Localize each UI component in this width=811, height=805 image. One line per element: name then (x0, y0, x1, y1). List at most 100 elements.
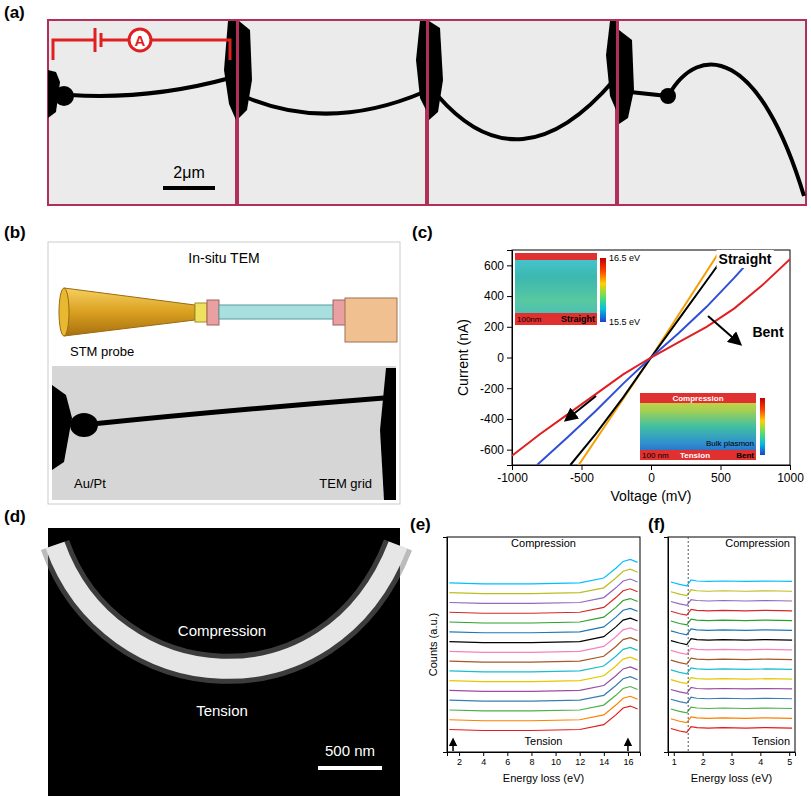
title: In-situ TEM (188, 250, 259, 266)
y-tick-mark (507, 388, 512, 389)
annotation: Bent (752, 324, 783, 340)
series-line (671, 697, 792, 703)
nanowire (630, 64, 804, 196)
y-tick-label: -200 (480, 382, 504, 396)
x-tick: -500 (570, 465, 594, 485)
electrode (606, 21, 616, 110)
annotation: Tension (525, 735, 563, 747)
y-tick: 0 (497, 351, 512, 365)
panel-b: (b)In-situ TEMSTM probeAu/PtTEM grid (4, 223, 400, 504)
panel-label: (a) (4, 3, 25, 22)
y-axis-title: Counts (a.u.) (427, 613, 439, 677)
nanowire (219, 305, 337, 319)
panel-d: (d)CompressionTension500 nm (4, 507, 400, 796)
x-tick-mark (789, 752, 790, 756)
y-tick-label: -400 (480, 412, 504, 426)
x-tick: 4 (758, 752, 763, 767)
panel-label: (b) (4, 223, 26, 242)
y-tick-label: 200 (484, 320, 504, 334)
image-frame (238, 20, 426, 205)
x-tick-mark (531, 752, 532, 756)
chart-e: (e)246810121416Energy loss (eV)Counts (a… (410, 515, 641, 784)
x-axis-title: Voltage (mV) (611, 488, 692, 504)
electrode (380, 368, 396, 500)
y-axis-line (664, 538, 669, 753)
y-tick-label: -600 (480, 443, 504, 457)
x-tick: 2 (701, 752, 706, 767)
grid-block (345, 298, 397, 342)
x-tick-mark (459, 752, 460, 756)
energy-arrow (450, 739, 456, 751)
annotation: Straight (719, 251, 772, 267)
plot-frame (512, 250, 790, 465)
x-tick: 1000 (777, 465, 804, 485)
x-axis-title: Energy loss (eV) (503, 772, 584, 784)
electrode (239, 21, 252, 118)
x-tick-mark (674, 752, 675, 756)
electrode (416, 21, 426, 110)
series-line (671, 688, 792, 694)
y-tick: 600 (484, 259, 512, 273)
grid-label: TEM grid (319, 476, 372, 491)
x-tick-label: 2 (457, 757, 462, 767)
nanowire (248, 92, 424, 114)
x-tick-label: 0 (648, 471, 655, 485)
x-tick: 6 (505, 752, 510, 767)
x-axis-title: Energy loss (eV) (691, 772, 772, 784)
y-tick-label: 0 (497, 351, 504, 365)
x-tick-mark (703, 752, 704, 756)
nanowire (55, 545, 398, 669)
series-line (671, 678, 792, 684)
box (48, 242, 400, 504)
annotation: Tension (752, 735, 790, 747)
x-tick-mark (628, 752, 629, 756)
colorbar (760, 398, 765, 455)
electrode (224, 21, 236, 120)
annotation: Compression (725, 537, 790, 549)
tension-label: Tension (196, 702, 248, 719)
series-line (671, 648, 792, 654)
x-tick: 0 (648, 465, 655, 485)
tip-label: Au/Pt (74, 476, 106, 491)
series-line (671, 609, 792, 615)
x-tick-mark (483, 752, 484, 756)
inset-band (515, 253, 597, 260)
contact (195, 303, 207, 322)
stem-image (48, 528, 400, 796)
chart-f: (f)12345Energy loss (eV)CompressionTensi… (648, 515, 796, 784)
x-tick-mark (604, 752, 605, 756)
x-tick-mark (732, 752, 733, 756)
x-tick-label: 500 (711, 471, 731, 485)
panel-label: (f) (648, 515, 665, 534)
x-axis: -1000-50005001000 (497, 465, 804, 485)
y-tick-label: 400 (484, 289, 504, 303)
inset-label: Tension (680, 451, 710, 460)
plot-area (512, 250, 790, 465)
x-tick-label: 8 (529, 757, 534, 767)
y-axis (664, 538, 669, 753)
x-tick: 12 (575, 752, 585, 767)
x-tick-label: -500 (570, 471, 594, 485)
x-tick-label: 6 (505, 757, 510, 767)
series-line (671, 629, 792, 635)
inset-scale: 100 nm (642, 451, 669, 460)
y-tick: 400 (484, 289, 512, 303)
annotation: Compression (511, 537, 576, 549)
stm-probe (64, 288, 195, 336)
battery (100, 33, 103, 47)
y-tick: -400 (480, 412, 512, 426)
x-tick: 1 (672, 752, 677, 767)
scale-bar-label: 2μm (173, 164, 204, 181)
image-frame (428, 20, 616, 205)
x-tick-label: 4 (758, 757, 763, 767)
x-tick-label: 4 (481, 757, 486, 767)
ammeter-label: A (135, 32, 146, 49)
ammeter (129, 29, 151, 51)
figure: (a)A2μm(b)In-situ TEMSTM probeAu/PtTEM g… (0, 0, 811, 805)
image-frame (48, 20, 236, 205)
electrode (429, 21, 443, 120)
x-tick: 2 (457, 752, 462, 767)
x-tick-label: 5 (787, 757, 792, 767)
y-tick-mark (507, 419, 512, 420)
panel-a: (a) A 2μm (4, 3, 806, 205)
